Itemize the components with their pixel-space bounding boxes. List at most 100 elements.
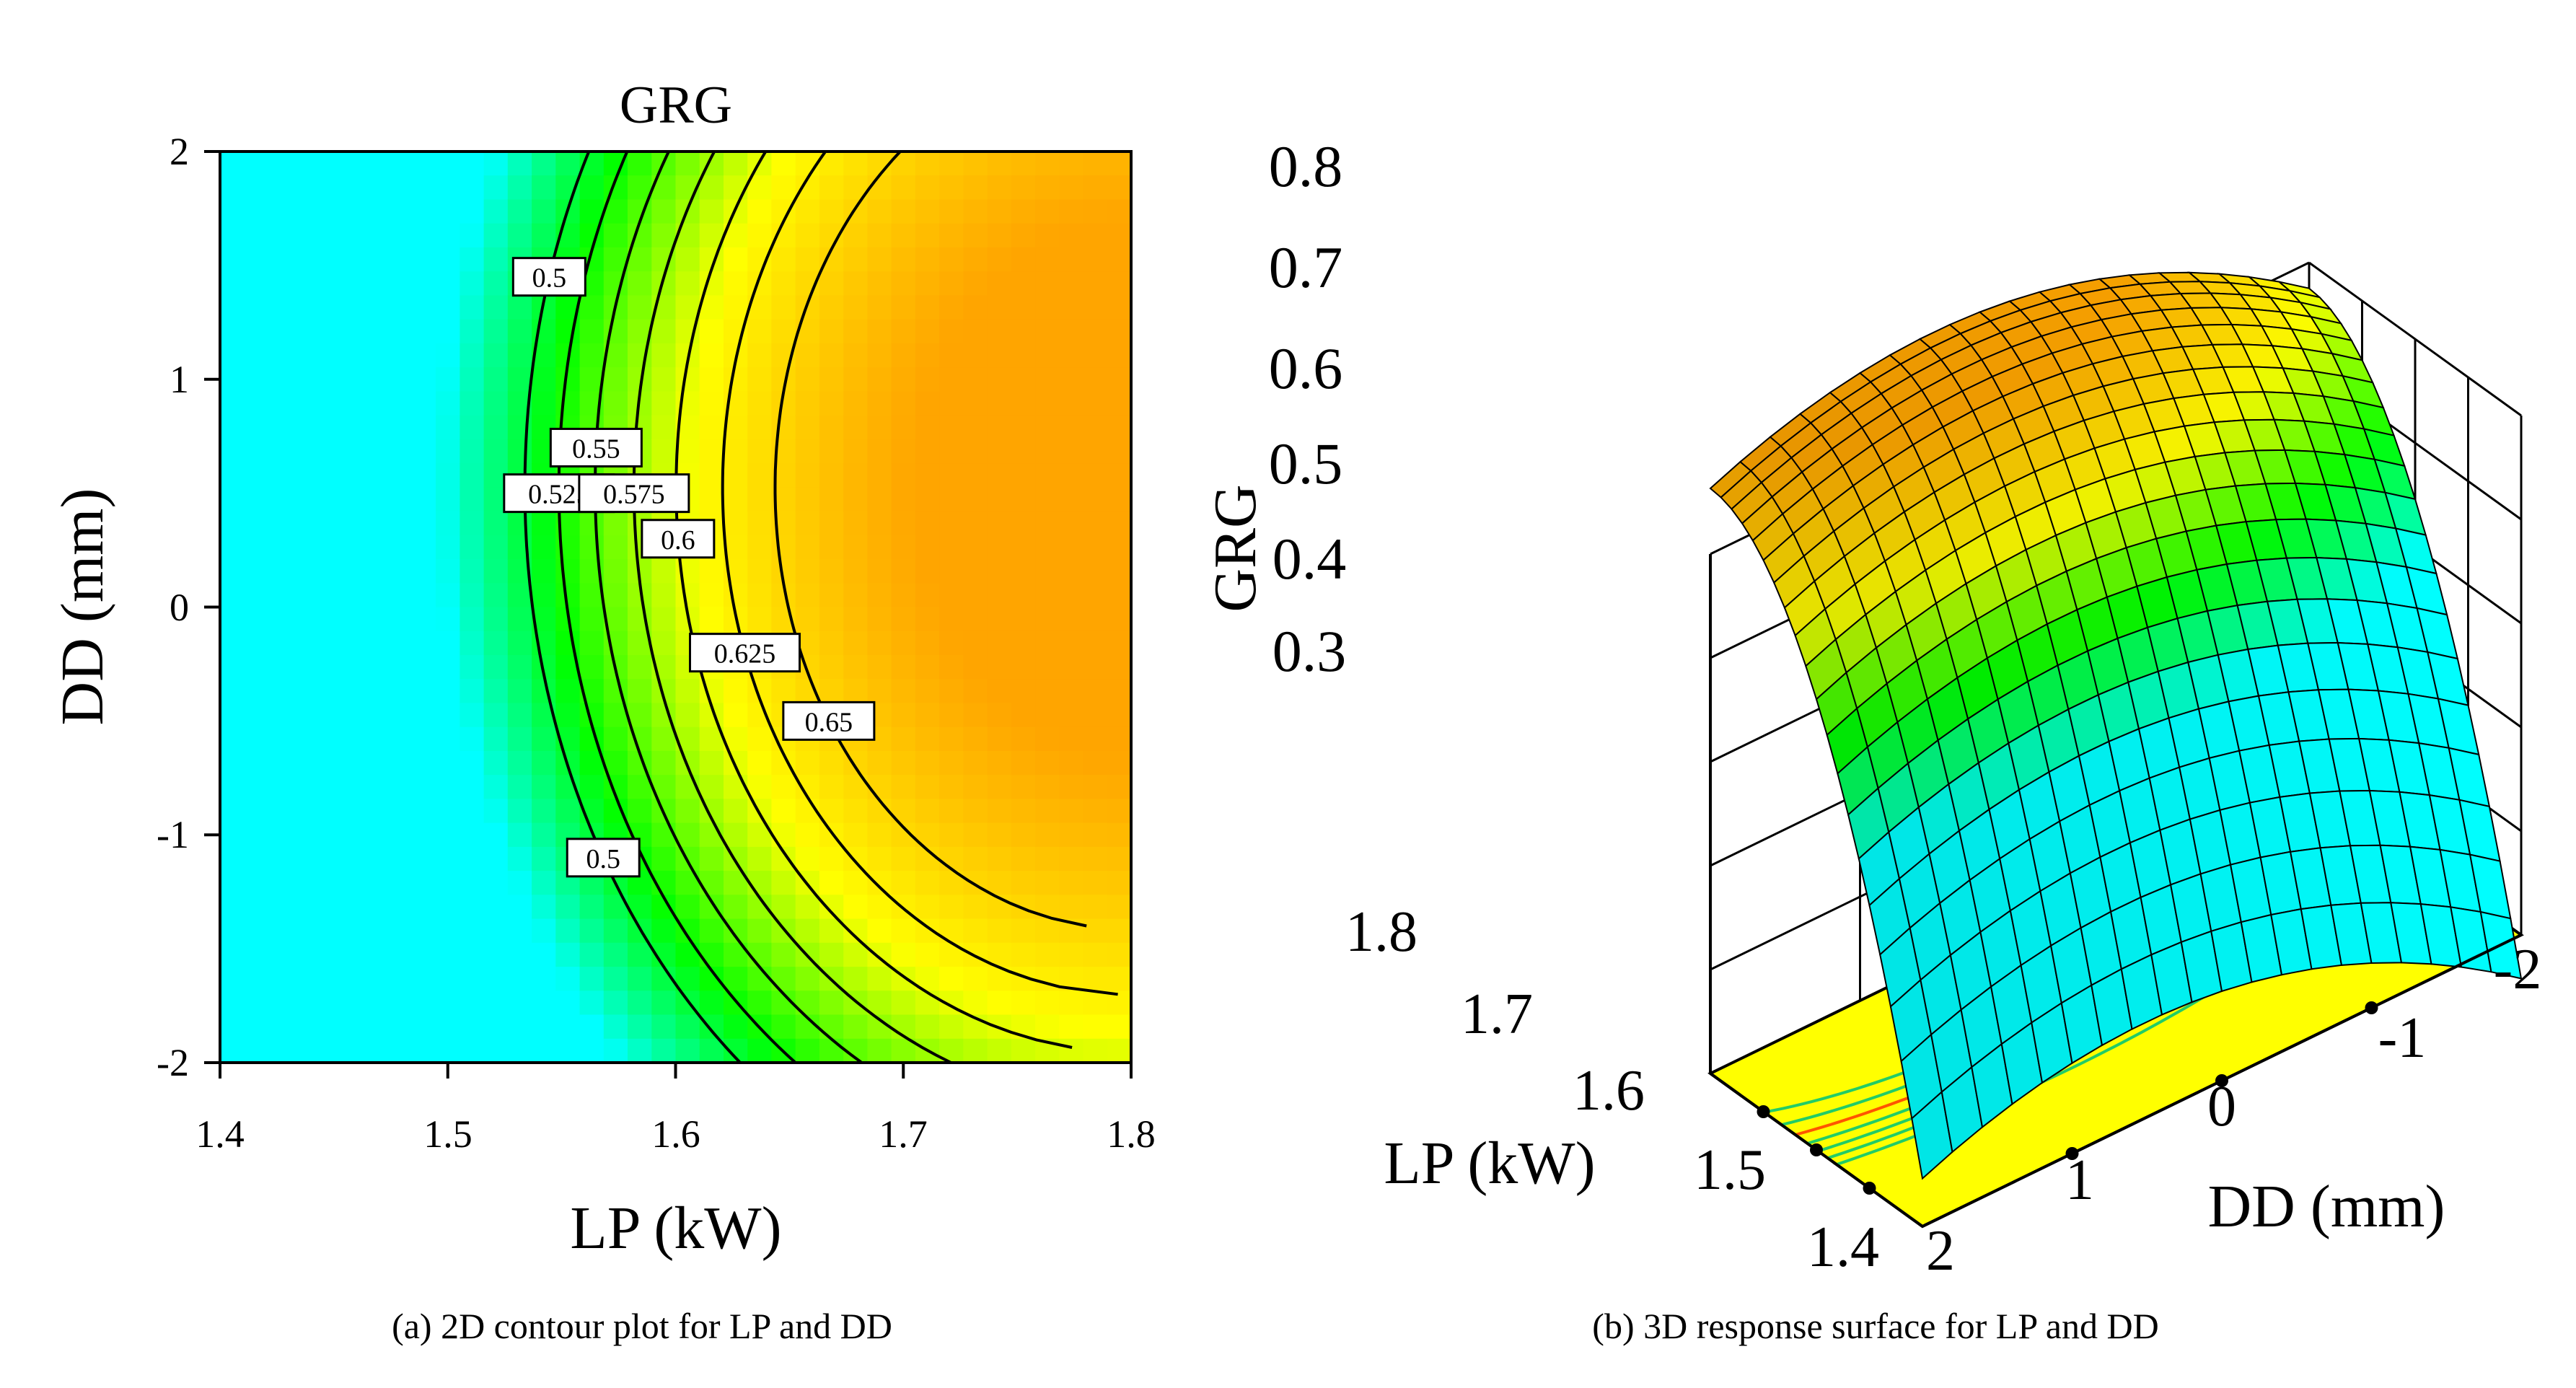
heat-cell [579, 295, 605, 320]
heat-cell [1083, 895, 1108, 920]
heat-cell [699, 319, 724, 344]
heat-cell [483, 726, 509, 752]
heat-cell [291, 991, 317, 1016]
lp-tick: 1.8 [1345, 900, 1417, 964]
heat-cell [483, 799, 509, 824]
heat-cell [795, 223, 820, 248]
heat-cell [795, 367, 820, 392]
heat-cell [220, 846, 245, 871]
heat-cell [963, 535, 988, 560]
heat-cell [963, 151, 988, 176]
heat-cell [603, 726, 628, 752]
heat-cell [340, 679, 365, 704]
heat-cell [987, 799, 1012, 824]
heat-cell [1059, 871, 1084, 896]
heat-cell [843, 487, 869, 512]
heat-cell [1035, 655, 1060, 680]
heat-cell [843, 151, 869, 176]
heat-cell [1059, 367, 1084, 392]
heat-cell [628, 799, 652, 824]
heat-cell [532, 822, 557, 848]
heat-cell [340, 991, 365, 1016]
heat-cell [819, 655, 844, 680]
heat-cell [460, 871, 485, 896]
heat-cell [340, 750, 365, 776]
heat-cell [340, 726, 365, 752]
heat-cell [291, 415, 317, 440]
heat-cell [436, 559, 461, 584]
heat-cell [1035, 967, 1060, 992]
heat-cell [891, 271, 916, 297]
axis-ticks [1709, 934, 2522, 1228]
heat-cell [1035, 991, 1060, 1016]
heat-cell [220, 415, 245, 440]
heat-cell [291, 703, 317, 728]
heat-cell [651, 918, 677, 944]
dd-tick: -2 [2494, 938, 2542, 1001]
heat-cell [1083, 846, 1108, 871]
heat-cell [1107, 1014, 1132, 1040]
heat-cell [1035, 319, 1060, 344]
heat-cell [891, 175, 916, 201]
heat-cell [724, 967, 748, 992]
heat-cell [1035, 343, 1060, 368]
heat-cell [987, 679, 1012, 704]
heat-cell [244, 655, 269, 680]
heat-cell [891, 295, 916, 320]
heat-cell [819, 607, 844, 632]
contour-label: 0.575 [578, 473, 690, 514]
heat-cell [747, 247, 773, 272]
heat-cell [483, 319, 509, 344]
heat-cell [819, 871, 844, 896]
heat-cell [340, 607, 365, 632]
heat-cell [364, 822, 389, 848]
heat-cell [1083, 151, 1108, 176]
heat-cell [651, 415, 677, 440]
heat-cell [795, 822, 820, 848]
heat-cell [387, 583, 413, 608]
heat-cell [891, 631, 916, 656]
heat-cell [795, 583, 820, 608]
heat-cell [891, 918, 916, 944]
heat-cell [603, 583, 628, 608]
heat-cell [747, 535, 773, 560]
heat-cell [867, 271, 892, 297]
heat-cell [939, 679, 964, 704]
heat-cell [747, 319, 773, 344]
heat-cell [532, 895, 557, 920]
heat-cell [1083, 223, 1108, 248]
heat-cell [867, 223, 892, 248]
contour-label-box [578, 473, 690, 514]
heat-cell [532, 535, 557, 560]
heat-cell [1083, 750, 1108, 776]
contour-line [773, 151, 1087, 928]
heat-cell [315, 511, 340, 536]
heat-cell [915, 295, 940, 320]
heat-cell [364, 223, 389, 248]
heat-cell [963, 775, 988, 800]
heat-cell [411, 631, 436, 656]
heat-cell [268, 295, 293, 320]
heat-cell [699, 583, 724, 608]
dd-tick-mark [2365, 1001, 2378, 1014]
heat-cell [651, 1014, 677, 1040]
heat-cell [1035, 607, 1060, 632]
heat-cell [819, 679, 844, 704]
heat-cell [220, 463, 245, 488]
heat-cell [436, 391, 461, 416]
heat-cell [724, 799, 748, 824]
heat-cell [603, 918, 628, 944]
heat-cell [1011, 199, 1036, 224]
heat-cell [724, 439, 748, 464]
heat-cell [1035, 846, 1060, 871]
heat-cell [867, 918, 892, 944]
heat-cell [483, 175, 509, 201]
heat-cell [436, 415, 461, 440]
heat-cell [843, 942, 869, 967]
heat-cell [291, 367, 317, 392]
heat-cell [771, 871, 796, 896]
heat-cell [819, 367, 844, 392]
heat-cell [1059, 559, 1084, 584]
heat-cell [987, 415, 1012, 440]
heat-cell [315, 655, 340, 680]
